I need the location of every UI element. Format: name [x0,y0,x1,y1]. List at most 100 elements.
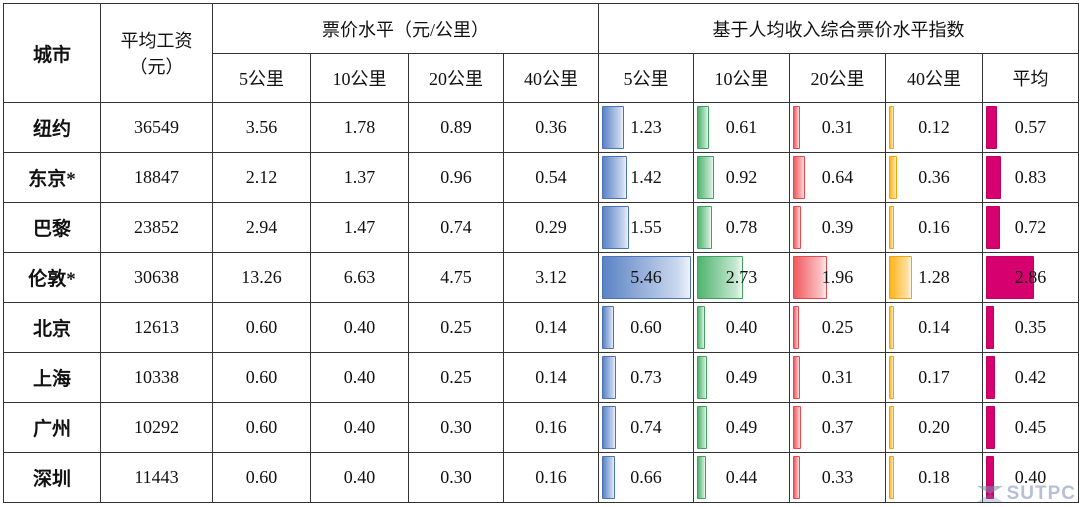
index-value: 0.60 [630,317,662,337]
index-value: 1.28 [918,267,950,287]
cell-fare-20km: 0.30 [408,402,504,453]
header-salary-line2: （元） [129,57,184,77]
cell-index-average: 0.57 [982,102,1079,153]
cell-city: 深圳 [3,452,101,503]
cell-fare-5km: 3.56 [212,102,311,153]
index-value: 0.66 [630,467,662,487]
header-fare-10km: 10公里 [310,53,409,103]
cell-index-5km: 0.60 [598,302,694,353]
cell-city: 纽约 [3,102,101,153]
index-value: 0.35 [1014,317,1047,337]
cell-fare-20km: 0.25 [408,302,504,353]
index-value: 0.12 [918,117,950,137]
cell-fare-10km: 1.47 [310,202,409,253]
data-bar [793,306,799,349]
header-index-10km: 10公里 [693,53,790,103]
index-value: 0.16 [918,217,950,237]
cell-index-40km: 0.12 [885,102,983,153]
index-value: 0.92 [725,167,758,187]
cell-index-5km: 1.55 [598,202,694,253]
cell-salary: 12613 [100,302,213,353]
table-row: 纽约 36549 3.56 1.78 0.89 0.36 1.23 0.61 0.31 0.12 0… [3,102,1079,153]
index-value: 0.49 [725,417,758,437]
data-bar [793,106,800,149]
data-bar [697,156,714,199]
data-bar [889,356,894,399]
cell-index-40km: 1.28 [885,252,983,303]
data-bar [793,456,801,499]
index-value: 0.33 [821,467,854,487]
cell-salary: 11443 [100,452,213,503]
index-value: 5.46 [630,267,662,287]
data-bar [602,356,616,399]
header-salary-line1: 平均工资 [120,31,193,51]
index-value: 0.83 [1014,167,1047,187]
cell-index-5km: 0.74 [598,402,694,453]
cell-fare-10km: 0.40 [310,452,409,503]
cell-fare-5km: 2.12 [212,152,311,203]
data-bar [986,456,995,499]
cell-salary: 10292 [100,402,213,453]
cell-index-average: 2.86 [982,252,1079,303]
cell-index-20km: 0.64 [789,152,886,203]
cell-index-10km: 0.49 [693,402,790,453]
cell-fare-40km: 0.14 [503,302,599,353]
cell-fare-20km: 0.30 [408,452,504,503]
cell-index-average: 0.42 [982,352,1079,403]
index-value: 0.45 [1014,417,1047,437]
index-value: 0.64 [821,167,854,187]
table-row: 东京* 18847 2.12 1.37 0.96 0.54 1.42 0.92 0.64 0.36… [3,152,1079,203]
cell-fare-40km: 0.16 [503,452,599,503]
cell-fare-10km: 6.63 [310,252,409,303]
data-bar [889,106,894,149]
watermark: SUTPC [976,483,1076,505]
data-bar [986,156,1002,199]
index-value: 0.31 [821,117,854,137]
cell-index-10km: 0.44 [693,452,790,503]
cell-fare-40km: 0.36 [503,102,599,153]
cell-fare-10km: 0.40 [310,352,409,403]
data-bar [986,306,994,349]
cell-index-40km: 0.16 [885,202,983,253]
cell-fare-40km: 0.14 [503,352,599,403]
cell-fare-5km: 2.94 [212,202,311,253]
index-value: 0.74 [630,417,662,437]
data-bar [602,306,614,349]
data-bar [889,306,894,349]
data-bar [697,356,707,399]
cell-index-40km: 0.18 [885,452,983,503]
data-bar [889,156,897,199]
data-bar [602,106,624,149]
data-bar [889,406,895,449]
cell-index-average: 0.72 [982,202,1079,253]
header-index-group: 基于人均收入综合票价水平指数 [598,3,1079,54]
index-value: 0.72 [1014,217,1047,237]
index-value: 0.31 [821,367,854,387]
cell-index-20km: 0.31 [789,102,886,153]
cell-city: 伦敦* [3,252,101,303]
cell-index-average: 0.35 [982,302,1079,353]
index-value: 2.86 [1014,267,1047,287]
cell-fare-5km: 13.26 [212,252,311,303]
cell-fare-40km: 0.16 [503,402,599,453]
data-bar [986,256,1035,299]
table-row: 伦敦* 30638 13.26 6.63 4.75 3.12 5.46 2.73 1.96 1.2… [3,252,1079,303]
header-index-20km: 20公里 [789,53,886,103]
header-fare-40km: 40公里 [503,53,599,103]
cell-index-5km: 0.73 [598,352,694,403]
cell-fare-10km: 1.78 [310,102,409,153]
index-value: 0.78 [725,217,758,237]
data-bar [793,356,800,399]
cell-city: 东京* [3,152,101,203]
cell-index-40km: 0.17 [885,352,983,403]
header-index-average: 平均 [982,53,1079,103]
header-salary: 平均工资 （元） [100,3,213,103]
cell-index-5km: 1.42 [598,152,694,203]
cell-salary: 18847 [100,152,213,203]
index-value: 0.42 [1014,367,1047,387]
logo-icon [976,486,1003,502]
data-bar [697,206,712,249]
header-fare-group: 票价水平（元/公里） [212,3,599,54]
cell-city: 上海 [3,352,101,403]
cell-salary: 23852 [100,202,213,253]
